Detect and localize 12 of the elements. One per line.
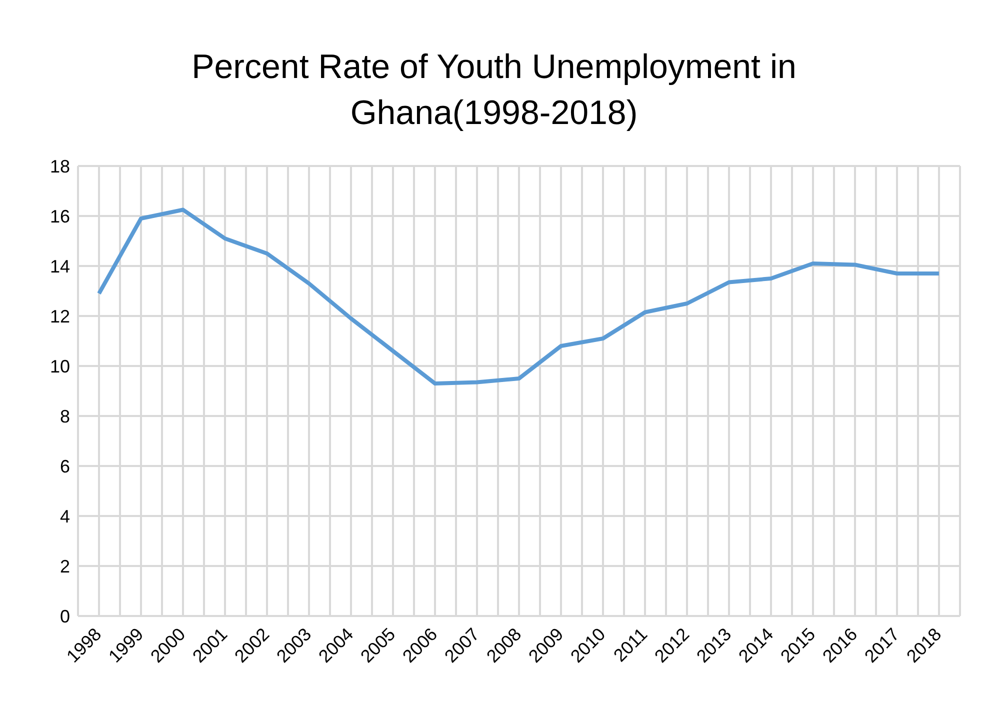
chart-title: Percent Rate of Youth Unemployment in Ghana(1998-2018): [190, 47, 798, 134]
y-tick-label: 10: [50, 356, 70, 376]
y-tick-label: 6: [60, 456, 70, 476]
y-tick-label: 18: [50, 156, 70, 176]
y-tick-label: 4: [60, 506, 70, 526]
y-tick-label: 0: [60, 606, 70, 626]
y-tick-label: 14: [50, 256, 70, 276]
y-tick-label: 12: [50, 306, 70, 326]
line-series: [97, 208, 941, 386]
y-tick-label: 8: [60, 406, 70, 426]
y-tick-label: 2: [60, 556, 70, 576]
y-tick-label: 16: [50, 206, 70, 226]
